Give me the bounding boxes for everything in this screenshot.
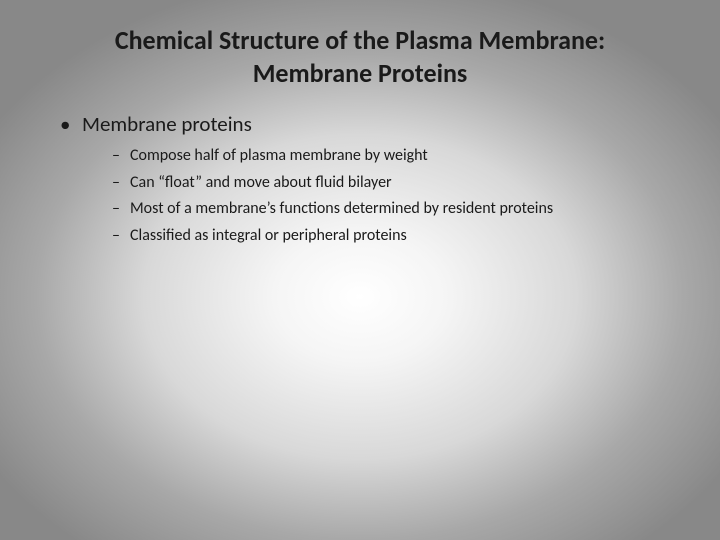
sub-list: Compose half of plasma membrane by weigh… [82, 145, 684, 246]
sub-bullet-item: Classified as integral or peripheral pro… [112, 225, 684, 247]
sub-bullet-item: Most of a membrane’s functions determine… [112, 198, 684, 220]
sub-bullet-text: Most of a membrane’s functions determine… [130, 199, 553, 218]
sub-bullet-text: Classified as integral or peripheral pro… [130, 226, 407, 245]
main-list: Membrane proteins Compose half of plasma… [36, 111, 684, 246]
sub-bullet-item: Can “float” and move about fluid bilayer [112, 172, 684, 194]
main-bullet-item: Membrane proteins Compose half of plasma… [64, 111, 684, 246]
sub-bullet-text: Can “float” and move about fluid bilayer [130, 173, 392, 192]
sub-bullet-item: Compose half of plasma membrane by weigh… [112, 145, 684, 167]
title-line-2: Membrane Proteins [253, 57, 468, 89]
slide-title: Chemical Structure of the Plasma Membran… [36, 24, 684, 89]
slide-container: Chemical Structure of the Plasma Membran… [0, 0, 720, 540]
title-line-1: Chemical Structure of the Plasma Membran… [115, 24, 605, 56]
main-bullet-text: Membrane proteins [82, 111, 252, 137]
sub-bullet-text: Compose half of plasma membrane by weigh… [130, 146, 428, 165]
